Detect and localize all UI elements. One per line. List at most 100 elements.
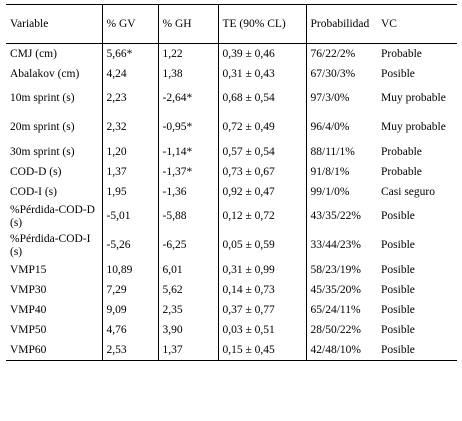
cell-vc: Casi seguro xyxy=(381,185,435,198)
table-row: 30m sprint (s) 1,20 -1,14* 0,57 ± 0,54 8… xyxy=(6,142,457,162)
cell-probabilidad: 42/48/10% xyxy=(305,340,377,361)
cell-gh: 6,01 xyxy=(157,260,218,280)
header-variable: Variable xyxy=(6,4,102,44)
cell-te: 0,03 ± 0,51 xyxy=(217,320,306,340)
cell-te: 0,31 ± 0,43 xyxy=(217,64,306,84)
table-row: %Pérdida-COD-I (s) -5,26 -6,25 0,05 ± 0,… xyxy=(6,231,457,260)
cell-gv: -5,26 xyxy=(101,231,158,260)
cell-te: 0,73 ± 0,67 xyxy=(217,162,306,182)
cell-probabilidad: 58/23/19% xyxy=(305,260,377,280)
cell-vc: Posible xyxy=(381,303,415,316)
cell-gv: 9,09 xyxy=(101,300,158,320)
cell-vc: Muy probable xyxy=(381,92,446,104)
cell-gh: -0,95* xyxy=(157,113,218,142)
table-row: VMP40 9,09 2,35 0,37 ± 0,77 65/24/11% Po… xyxy=(6,300,457,320)
cell-gv: 1,37 xyxy=(101,162,158,182)
table-row: VMP30 7,29 5,62 0,14 ± 0,73 45/35/20% Po… xyxy=(6,280,457,300)
table-row: %Pérdida-COD-D (s) -5,01 -5,88 0,12 ± 0,… xyxy=(6,202,457,231)
cell-variable: %Pérdida-COD-D (s) xyxy=(10,203,95,229)
cell-gv: 5,66* xyxy=(101,43,158,64)
cell-gh: 3,90 xyxy=(157,320,218,340)
cell-probabilidad: 43/35/22% xyxy=(305,202,377,231)
cell-te: 0,12 ± 0,72 xyxy=(217,202,306,231)
header-vc: VC xyxy=(377,4,457,44)
cell-variable: VMP15 xyxy=(10,263,47,276)
header-probabilidad: Probabilidad xyxy=(305,4,377,44)
cell-vc: Posible xyxy=(381,210,415,222)
header-te: TE (90% CL) xyxy=(217,4,306,44)
cell-gv: 4,76 xyxy=(101,320,158,340)
cell-variable: COD-I (s) xyxy=(10,185,57,198)
cell-probabilidad: 91/8/1% xyxy=(305,162,377,182)
table-row: CMJ (cm) 5,66* 1,22 0,39 ± 0,46 76/22/2%… xyxy=(6,43,457,64)
cell-gv: 2,53 xyxy=(101,340,158,361)
cell-vc: Posible xyxy=(381,323,415,336)
cell-gv: -5,01 xyxy=(101,202,158,231)
cell-probabilidad: 67/30/3% xyxy=(305,64,377,84)
cell-variable: 30m sprint (s) xyxy=(10,145,75,158)
cell-gh: -1,37* xyxy=(157,162,218,182)
cell-variable: 20m sprint (s) xyxy=(10,121,75,133)
table-row: VMP50 4,76 3,90 0,03 ± 0,51 28/50/22% Po… xyxy=(6,320,457,340)
results-table: Variable % GV % GH TE (90% CL) Probabili… xyxy=(6,4,457,361)
table-row: VMP15 10,89 6,01 0,31 ± 0,99 58/23/19% P… xyxy=(6,260,457,280)
cell-probabilidad: 65/24/11% xyxy=(305,300,377,320)
cell-te: 0,14 ± 0,73 xyxy=(217,280,306,300)
table-row: Abalakov (cm) 4,24 1,38 0,31 ± 0,43 67/3… xyxy=(6,64,457,84)
cell-gv: 2,32 xyxy=(101,113,158,142)
cell-gh: 5,62 xyxy=(157,280,218,300)
cell-probabilidad: 33/44/23% xyxy=(305,231,377,260)
cell-probabilidad: 97/3/0% xyxy=(305,84,377,113)
cell-gv: 2,23 xyxy=(101,84,158,113)
cell-vc: Posible xyxy=(377,340,457,361)
cell-gh: -6,25 xyxy=(157,231,218,260)
table-row: COD-I (s) 1,95 -1,36 0,92 ± 0,47 99/1/0%… xyxy=(6,182,457,202)
cell-te: 0,68 ± 0,54 xyxy=(217,84,306,113)
cell-probabilidad: 76/22/2% xyxy=(305,43,377,64)
cell-gh: 1,38 xyxy=(157,64,218,84)
cell-gh: -1,14* xyxy=(157,142,218,162)
cell-vc: Posible xyxy=(381,239,415,251)
cell-probabilidad: 96/4/0% xyxy=(305,113,377,142)
cell-variable: VMP40 xyxy=(10,303,47,316)
cell-gh: 1,22 xyxy=(157,43,218,64)
cell-te: 0,57 ± 0,54 xyxy=(217,142,306,162)
cell-variable: CMJ (cm) xyxy=(10,47,57,60)
cell-gh: 1,37 xyxy=(157,340,218,361)
cell-te: 0,92 ± 0,47 xyxy=(217,182,306,202)
cell-vc: Probable xyxy=(381,47,422,60)
cell-variable: Abalakov (cm) xyxy=(10,67,80,80)
cell-variable: 10m sprint (s) xyxy=(10,92,75,104)
cell-gh: -1,36 xyxy=(157,182,218,202)
cell-vc: Posible xyxy=(381,263,415,276)
cell-variable: %Pérdida-COD-I (s) xyxy=(10,232,91,258)
cell-te: 0,39 ± 0,46 xyxy=(217,43,306,64)
cell-te: 0,15 ± 0,45 xyxy=(217,340,306,361)
cell-gv: 7,29 xyxy=(101,280,158,300)
cell-gh: -2,64* xyxy=(157,84,218,113)
header-row: Variable % GV % GH TE (90% CL) Probabili… xyxy=(6,4,457,44)
header-gv: % GV xyxy=(101,4,158,44)
cell-gh: 2,35 xyxy=(157,300,218,320)
table-row: VMP60 2,53 1,37 0,15 ± 0,45 42/48/10% Po… xyxy=(6,340,457,361)
cell-vc: Posible xyxy=(381,67,415,80)
cell-vc: Muy probable xyxy=(381,121,446,133)
header-gh: % GH xyxy=(157,4,218,44)
cell-vc: Probable xyxy=(381,145,422,158)
cell-te: 0,72 ± 0,49 xyxy=(217,113,306,142)
cell-gh: -5,88 xyxy=(157,202,218,231)
cell-probabilidad: 45/35/20% xyxy=(305,280,377,300)
cell-variable: VMP60 xyxy=(6,340,102,361)
table-row: 20m sprint (s) 2,32 -0,95* 0,72 ± 0,49 9… xyxy=(6,113,457,142)
cell-vc: Probable xyxy=(381,165,422,178)
table-row: 10m sprint (s) 2,23 -2,64* 0,68 ± 0,54 9… xyxy=(6,84,457,113)
cell-variable: VMP30 xyxy=(10,283,47,296)
cell-te: 0,31 ± 0,99 xyxy=(217,260,306,280)
cell-probabilidad: 28/50/22% xyxy=(305,320,377,340)
cell-te: 0,37 ± 0,77 xyxy=(217,300,306,320)
cell-variable: VMP50 xyxy=(10,323,47,336)
cell-gv: 1,95 xyxy=(101,182,158,202)
table-row: COD-D (s) 1,37 -1,37* 0,73 ± 0,67 91/8/1… xyxy=(6,162,457,182)
cell-variable: COD-D (s) xyxy=(10,165,62,178)
cell-probabilidad: 88/11/1% xyxy=(305,142,377,162)
